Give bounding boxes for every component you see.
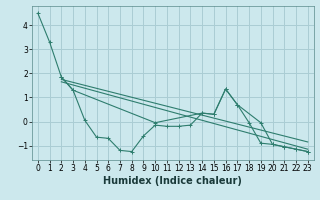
X-axis label: Humidex (Indice chaleur): Humidex (Indice chaleur) [103, 176, 242, 186]
